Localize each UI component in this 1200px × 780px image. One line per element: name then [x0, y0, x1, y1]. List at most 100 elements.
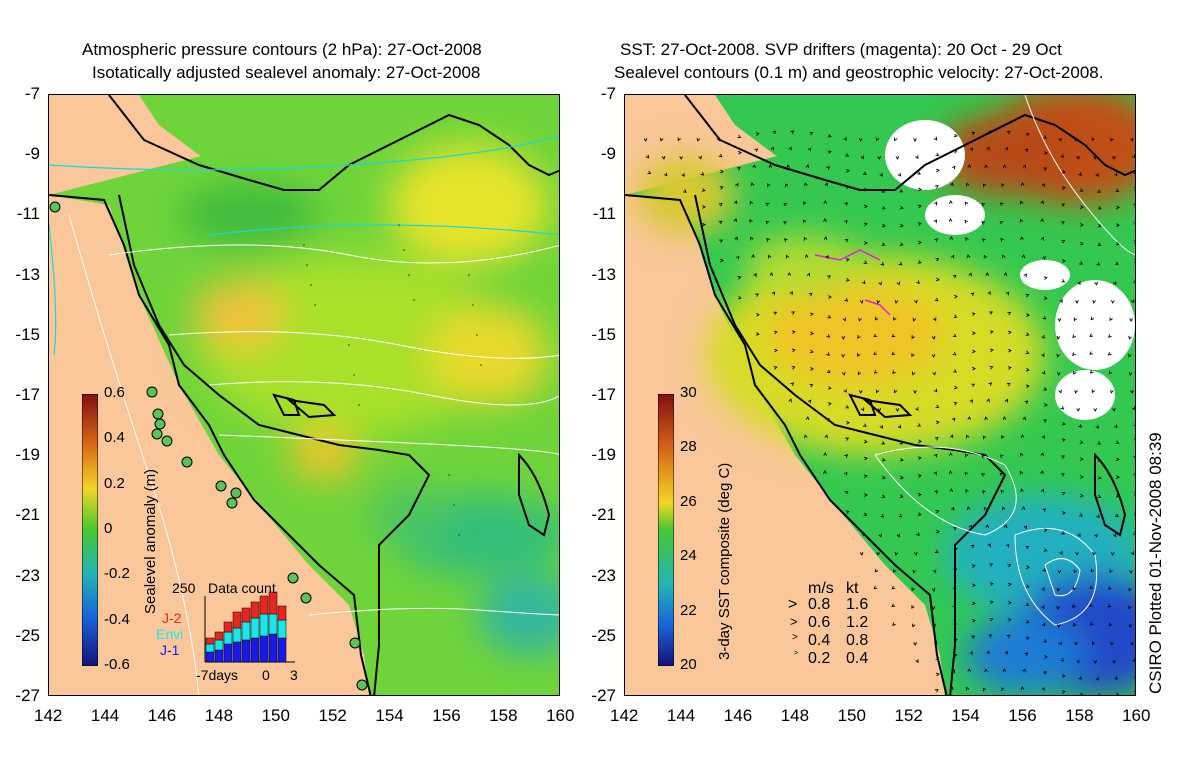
- velocity-arrow: [791, 330, 796, 334]
- velocity-arrow: [791, 311, 796, 315]
- velocity-arrow: [810, 331, 814, 336]
- velocity-arrow: [964, 201, 969, 206]
- velocity-arrow: [1107, 351, 1112, 356]
- velocity-arrow: [988, 382, 993, 386]
- velocity-arrow: [1040, 200, 1044, 205]
- velocity-arrow: [1130, 641, 1134, 646]
- data-count-legend-envi: Envi: [156, 626, 184, 642]
- velocity-arrow: [1097, 189, 1101, 193]
- velocity-arrow: [1061, 279, 1066, 283]
- velocity-arrow: [1097, 206, 1102, 210]
- velocity-arrow: [989, 348, 994, 353]
- data-count-bar: [214, 631, 224, 641]
- velocity-arrow: [987, 291, 991, 296]
- lat-tick-label: -27: [15, 686, 40, 705]
- velocity-arrow: [931, 605, 936, 610]
- velocity-arrow: [1001, 183, 1005, 187]
- velocity-arrow: [988, 634, 992, 638]
- velocity-arrow: [1114, 513, 1119, 517]
- sst-colorbar-tick: 24: [680, 547, 697, 565]
- velocity-arrow: [1024, 148, 1029, 153]
- left-title-line1: Atmospheric pressure contours (2 hPa): 2…: [82, 40, 482, 59]
- velocity-arrow: [772, 130, 777, 135]
- velocity-arrow: [679, 156, 683, 160]
- velocity-arrow: [756, 312, 760, 317]
- velocity-arrow: [1025, 545, 1030, 550]
- velocity-arrow: [878, 281, 882, 286]
- velocity-arrow: [911, 587, 915, 592]
- velocity-key-kt: 1.6: [846, 596, 869, 613]
- velocity-arrow: [1114, 172, 1118, 177]
- velocity-arrow: [1116, 223, 1120, 227]
- velocity-arrow: [989, 330, 994, 334]
- velocity-arrow: [935, 420, 940, 425]
- velocity-key-header-kt: kt: [846, 580, 859, 597]
- velocity-arrow: [749, 200, 754, 205]
- velocity-arrow: [1020, 686, 1025, 690]
- velocity-arrow: [1107, 604, 1112, 608]
- velocity-arrow: [911, 371, 916, 376]
- velocity-arrow: [1042, 256, 1047, 260]
- velocity-arrow: [1040, 218, 1044, 223]
- velocity-arrow: [841, 336, 846, 340]
- velocity-arrow: [791, 366, 796, 370]
- velocity-arrow: [982, 435, 987, 440]
- velocity-arrow: [879, 424, 884, 429]
- velocity-arrow: [972, 601, 976, 606]
- velocity-arrow: [932, 623, 936, 628]
- velocity-arrow: [1109, 569, 1113, 574]
- velocity-arrow: [845, 510, 850, 514]
- velocity-arrow: [953, 150, 958, 154]
- data-count-bar: [223, 631, 233, 645]
- velocity-arrow: [916, 532, 920, 537]
- velocity-arrow: [1022, 668, 1026, 673]
- velocity-arrow: [1096, 514, 1100, 518]
- sst-colorbar-tick: 20: [680, 656, 697, 673]
- velocity-arrow: [932, 371, 936, 376]
- velocity-arrow: [1072, 352, 1076, 356]
- velocity-arrow: [769, 272, 774, 276]
- velocity-arrow: [716, 137, 721, 142]
- velocity-arrow: [935, 672, 940, 677]
- velocity-arrow: [766, 238, 770, 242]
- velocity-key-ms: 0.6: [808, 614, 831, 631]
- velocity-arrow: [971, 635, 976, 639]
- velocity-arrow: [1041, 605, 1045, 610]
- lat-tick-label: -23: [15, 565, 40, 585]
- velocity-arrow: [1128, 605, 1132, 610]
- velocity-arrow: [1061, 438, 1066, 442]
- velocity-arrow: [987, 543, 991, 548]
- velocity-arrow: [863, 474, 868, 479]
- velocity-arrow: [1041, 335, 1045, 339]
- velocity-arrow: [952, 274, 957, 279]
- velocity-arrow: [1090, 316, 1095, 321]
- velocity-arrow: [844, 471, 848, 476]
- data-count-bar: [259, 613, 269, 637]
- velocity-arrow: [1001, 435, 1005, 439]
- data-count-bar: [241, 621, 251, 641]
- velocity-arrow: [1007, 311, 1012, 316]
- velocity-arrow: [737, 295, 742, 300]
- velocity-arrow: [982, 183, 987, 188]
- velocity-arrow: [1042, 568, 1047, 572]
- velocity-arrow: [986, 398, 990, 403]
- velocity-arrow: [1042, 508, 1047, 512]
- velocity-arrow: [972, 366, 976, 371]
- velocity-arrow: [802, 219, 807, 224]
- velocity-arrow: [972, 583, 976, 588]
- velocity-arrow: [736, 167, 741, 171]
- sealevel-anomaly-map: [48, 94, 560, 696]
- velocity-arrow: [935, 510, 940, 514]
- velocity-arrow: [1059, 551, 1063, 555]
- velocity-arrow: [1111, 407, 1116, 412]
- velocity-arrow: [787, 272, 792, 276]
- velocity-arrow: [858, 390, 863, 394]
- velocity-arrow: [969, 147, 974, 152]
- velocity-arrow: [1061, 421, 1066, 426]
- velocity-arrow: [1061, 690, 1066, 694]
- data-count-bar: [250, 617, 260, 639]
- data-count-legend-j2: J-2: [162, 610, 182, 626]
- velocity-arrow: [1008, 348, 1012, 353]
- velocity-arrow: [1040, 470, 1044, 475]
- velocity-arrow: [873, 585, 878, 590]
